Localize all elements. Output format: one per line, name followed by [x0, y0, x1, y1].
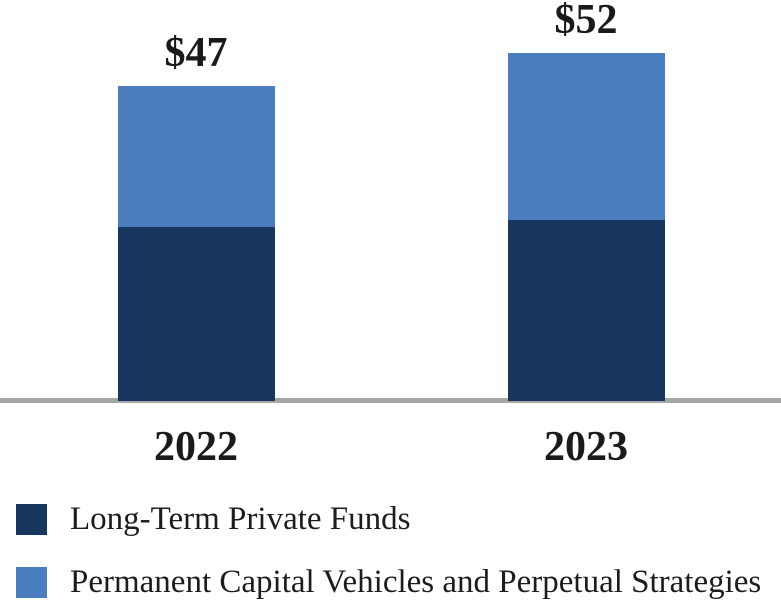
x-axis-baseline	[0, 398, 781, 403]
bar-2022-segment-permanent-capital	[117, 86, 275, 227]
x-axis-label-2022: 2022	[154, 424, 238, 470]
bar-2023-segment-long-term-private-funds	[507, 220, 665, 401]
legend-swatch-permanent-capital	[16, 566, 47, 598]
bar-2022	[117, 86, 275, 401]
total-label-2023: $52	[554, 0, 618, 43]
legend-label-permanent-capital: Permanent Capital Vehicles and Perpetual…	[70, 563, 762, 600]
legend-item-long-term-private-funds: Long-Term Private Funds	[16, 500, 410, 538]
total-label-2022: $47	[164, 30, 228, 77]
legend-swatch-long-term-private-funds	[16, 503, 47, 535]
bar-2023-segment-permanent-capital	[507, 52, 665, 221]
legend-item-permanent-capital: Permanent Capital Vehicles and Perpetual…	[16, 563, 761, 601]
bar-2023	[507, 52, 665, 401]
legend-label-long-term-private-funds: Long-Term Private Funds	[70, 500, 411, 537]
bar-2022-segment-long-term-private-funds	[117, 226, 275, 401]
x-axis-label-2023: 2023	[544, 424, 628, 470]
